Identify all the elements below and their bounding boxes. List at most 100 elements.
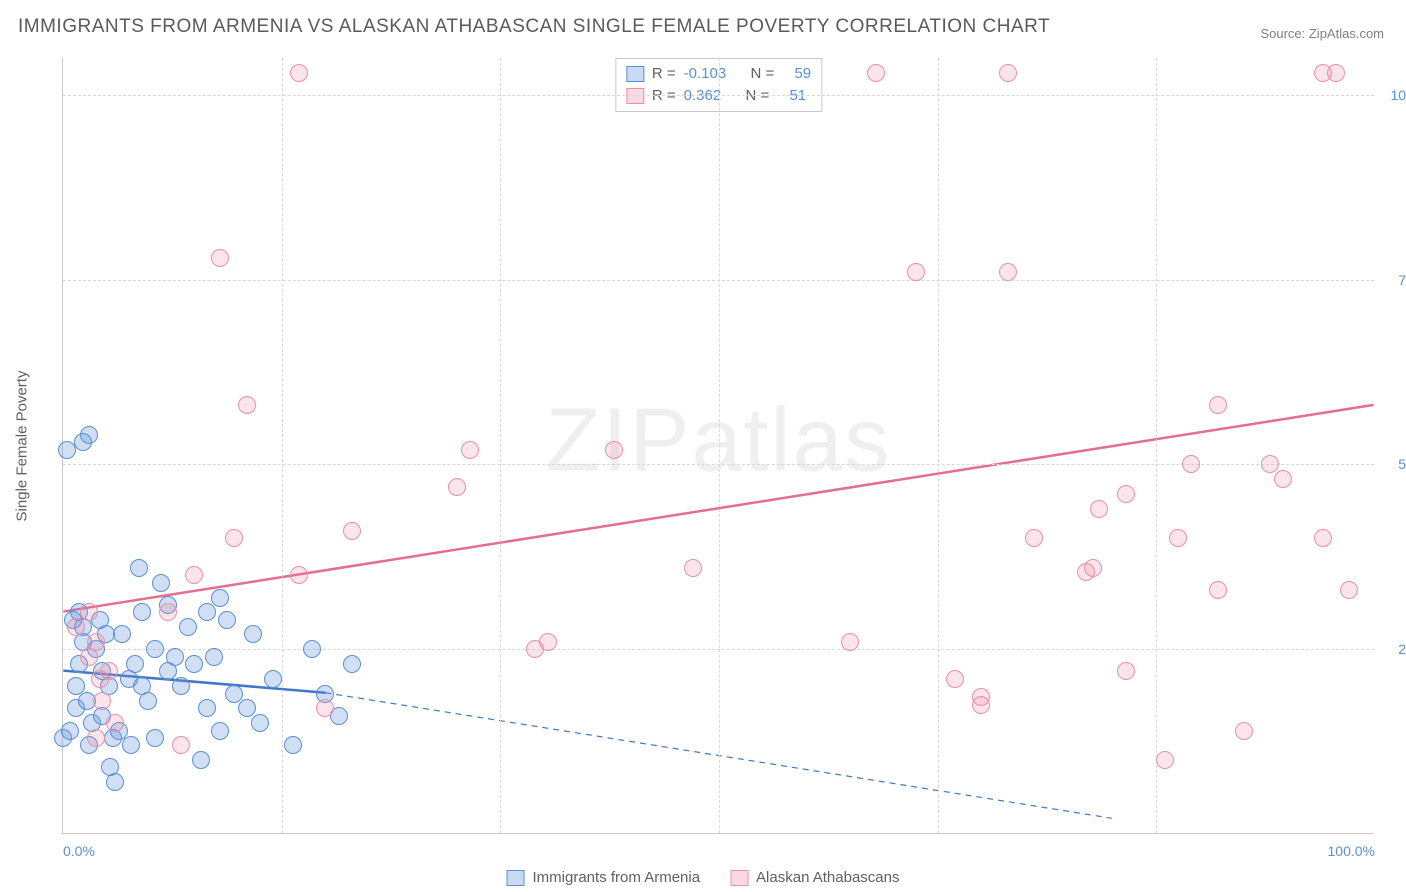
data-point	[225, 529, 243, 547]
n-value: 51	[789, 85, 806, 107]
scatter-plot-area: ZIPatlas R =-0.103 N = 59R = 0.362 N = 5…	[62, 58, 1374, 834]
data-point	[106, 773, 124, 791]
legend-swatch	[730, 870, 748, 886]
y-tick-label: 100.0%	[1382, 87, 1406, 103]
data-point	[152, 574, 170, 592]
data-point	[290, 566, 308, 584]
data-point	[211, 249, 229, 267]
data-point	[87, 729, 105, 747]
data-point	[1117, 485, 1135, 503]
legend-item: Alaskan Athabascans	[730, 869, 899, 886]
y-axis-label: Single Female Poverty	[14, 371, 31, 522]
data-point	[284, 736, 302, 754]
data-point	[343, 655, 361, 673]
data-point	[159, 603, 177, 621]
n-label: N =	[746, 85, 770, 107]
n-label: N =	[751, 63, 775, 85]
data-point	[841, 633, 859, 651]
data-point	[1084, 559, 1102, 577]
data-point	[244, 625, 262, 643]
data-point	[1209, 396, 1227, 414]
legend-label: Immigrants from Armenia	[533, 869, 701, 886]
data-point	[251, 714, 269, 732]
data-point	[225, 685, 243, 703]
data-point	[867, 64, 885, 82]
data-point	[211, 722, 229, 740]
data-point	[448, 478, 466, 496]
data-point	[185, 566, 203, 584]
data-point	[461, 441, 479, 459]
legend-swatch	[626, 66, 644, 82]
legend-item: Immigrants from Armenia	[507, 869, 701, 886]
x-tick-label: 0.0%	[63, 843, 95, 859]
data-point	[1117, 662, 1135, 680]
data-point	[1274, 470, 1292, 488]
source-label: Source: ZipAtlas.com	[1260, 26, 1384, 41]
data-point	[146, 729, 164, 747]
data-point	[198, 603, 216, 621]
data-point	[130, 559, 148, 577]
data-point	[1156, 751, 1174, 769]
data-point	[1261, 455, 1279, 473]
data-point	[316, 699, 334, 717]
data-point	[264, 670, 282, 688]
data-point	[1090, 500, 1108, 518]
data-point	[1235, 722, 1253, 740]
legend-label: Alaskan Athabascans	[756, 869, 899, 886]
r-label: R =	[652, 85, 676, 107]
series-legend: Immigrants from Armenia Alaskan Athabasca…	[507, 869, 900, 886]
data-point	[179, 618, 197, 636]
x-tick-label: 100.0%	[1328, 843, 1375, 859]
data-point	[539, 633, 557, 651]
data-point	[946, 670, 964, 688]
data-point	[1327, 64, 1345, 82]
chart-title: IMMIGRANTS FROM ARMENIA VS ALASKAN ATHAB…	[18, 16, 1050, 38]
data-point	[1169, 529, 1187, 547]
data-point	[205, 648, 223, 666]
data-point	[1209, 581, 1227, 599]
data-point	[218, 611, 236, 629]
data-point	[61, 722, 79, 740]
y-tick-label: 75.0%	[1382, 272, 1406, 288]
data-point	[1340, 581, 1358, 599]
data-point	[87, 633, 105, 651]
data-point	[139, 692, 157, 710]
data-point	[238, 396, 256, 414]
data-point	[211, 589, 229, 607]
legend-swatch	[626, 88, 644, 104]
data-point	[126, 655, 144, 673]
data-point	[166, 648, 184, 666]
data-point	[80, 603, 98, 621]
data-point	[93, 692, 111, 710]
data-point	[1182, 455, 1200, 473]
data-point	[999, 64, 1017, 82]
data-point	[303, 640, 321, 658]
data-point	[198, 699, 216, 717]
data-point	[133, 603, 151, 621]
r-label: R =	[652, 63, 676, 85]
data-point	[972, 688, 990, 706]
data-point	[113, 625, 131, 643]
data-point	[122, 736, 140, 754]
data-point	[172, 736, 190, 754]
data-point	[999, 263, 1017, 281]
data-point	[907, 263, 925, 281]
data-point	[684, 559, 702, 577]
data-point	[91, 670, 109, 688]
legend-swatch	[507, 870, 525, 886]
y-tick-label: 50.0%	[1382, 456, 1406, 472]
r-value: 0.362	[684, 85, 722, 107]
data-point	[343, 522, 361, 540]
n-value: 59	[794, 63, 811, 85]
data-point	[80, 426, 98, 444]
data-point	[238, 699, 256, 717]
data-point	[146, 640, 164, 658]
y-tick-label: 25.0%	[1382, 641, 1406, 657]
data-point	[67, 618, 85, 636]
data-point	[192, 751, 210, 769]
data-point	[290, 64, 308, 82]
data-point	[605, 441, 623, 459]
data-point	[1314, 529, 1332, 547]
data-point	[172, 677, 190, 695]
data-point	[185, 655, 203, 673]
